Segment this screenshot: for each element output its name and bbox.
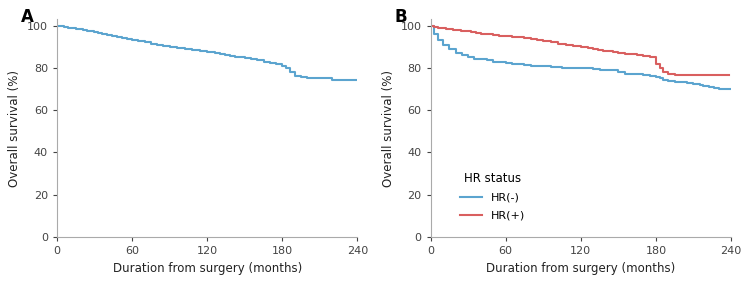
HR(+)	[664, 72, 673, 76]
HR(+)	[456, 29, 465, 33]
HR(+)	[476, 32, 485, 35]
Y-axis label: Overall survival (%): Overall survival (%)	[382, 70, 395, 187]
HR(+)	[448, 28, 458, 31]
HR(+)	[676, 74, 686, 77]
HR(+)	[584, 46, 592, 50]
HR(-)	[626, 72, 635, 76]
HR(+)	[471, 31, 480, 35]
HR(-)	[704, 85, 713, 89]
Text: A: A	[21, 8, 34, 26]
HR(-)	[727, 87, 736, 91]
HR(+)	[554, 42, 562, 45]
HR(+)	[568, 44, 578, 47]
HR(+)	[598, 49, 608, 53]
HR(+)	[514, 35, 523, 39]
HR(-)	[614, 70, 622, 74]
HR(+)	[433, 26, 442, 29]
HR(-)	[570, 66, 579, 70]
HR(-)	[714, 87, 723, 91]
HR(+)	[589, 47, 598, 51]
HR(+)	[430, 25, 439, 28]
HR(+)	[520, 37, 529, 40]
HR(+)	[604, 50, 613, 53]
HR(+)	[482, 32, 491, 36]
HR(+)	[546, 41, 555, 44]
Legend: HR(-), HR(+): HR(-), HR(+)	[460, 172, 526, 221]
HR(+)	[633, 53, 642, 57]
Line: HR(+): HR(+)	[430, 25, 728, 75]
Line: HR(-): HR(-)	[430, 25, 731, 89]
HR(+)	[689, 74, 698, 77]
Y-axis label: Overall survival (%): Overall survival (%)	[8, 70, 21, 187]
HR(+)	[645, 55, 654, 59]
HR(+)	[614, 52, 622, 55]
HR(+)	[501, 35, 510, 38]
HR(-)	[426, 24, 435, 27]
X-axis label: Duration from surgery (months): Duration from surgery (months)	[112, 262, 302, 275]
HR(+)	[652, 62, 661, 65]
X-axis label: Duration from surgery (months): Duration from surgery (months)	[486, 262, 676, 275]
HR(+)	[594, 48, 603, 52]
HR(+)	[714, 74, 723, 77]
HR(+)	[489, 33, 498, 37]
HR(+)	[426, 24, 435, 27]
HR(+)	[670, 74, 680, 77]
HR(+)	[526, 38, 536, 41]
HR(+)	[609, 50, 618, 54]
HR(+)	[508, 35, 517, 38]
HR(+)	[452, 29, 461, 32]
HR(+)	[626, 52, 635, 56]
HR(+)	[466, 30, 475, 34]
HR(+)	[538, 40, 548, 43]
HR(+)	[437, 26, 446, 30]
HR(+)	[576, 45, 585, 48]
HR(-)	[445, 47, 454, 51]
HR(+)	[639, 55, 648, 58]
HR(+)	[461, 30, 470, 33]
HR(+)	[561, 43, 570, 46]
HR(+)	[656, 66, 664, 70]
HR(+)	[659, 70, 668, 74]
HR(-)	[532, 64, 542, 67]
HR(+)	[445, 28, 454, 31]
HR(+)	[441, 27, 450, 31]
HR(+)	[620, 52, 629, 56]
HR(+)	[532, 39, 542, 42]
HR(+)	[495, 34, 504, 37]
HR(+)	[701, 74, 710, 77]
HR(+)	[724, 74, 733, 77]
Text: B: B	[394, 8, 407, 26]
